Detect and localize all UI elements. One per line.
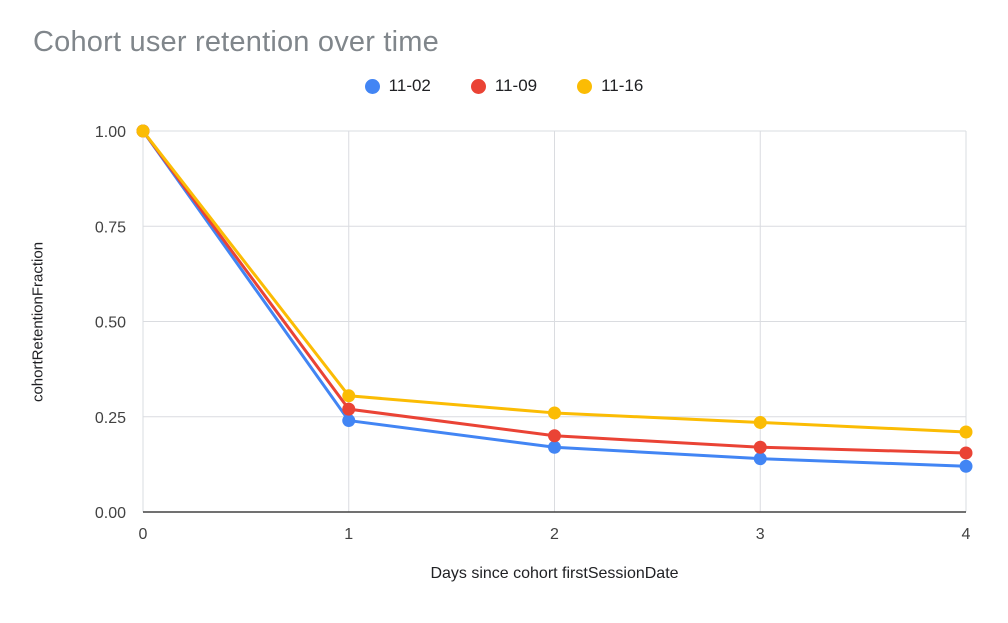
legend-swatch-icon [364,78,380,94]
data-point-11-16 [753,415,767,429]
data-point-11-16 [136,124,150,138]
y-axis-title: cohortRetentionFraction [29,241,47,403]
legend-label: 11-09 [494,76,538,95]
data-point-11-02 [959,459,973,473]
legend-swatch-icon [577,78,593,94]
chart-title: Cohort user retention over time [33,26,439,58]
x-axis-title: Days since cohort firstSessionDate [430,565,679,582]
y-tick-label: 0.25 [95,410,126,427]
x-tick-label: 3 [756,526,765,543]
x-tick-label: 1 [344,526,353,543]
data-point-11-09 [753,440,767,454]
y-tick-label: 0.00 [95,505,126,522]
data-point-11-09 [548,429,561,443]
x-tick-label: 0 [139,526,148,543]
legend-item-11-16[interactable]: 11-16 [577,76,643,96]
y-tick-label: 0.75 [95,219,126,236]
legend-item-11-09[interactable]: 11-09 [470,76,538,96]
legend-swatch-icon [470,78,486,94]
legend-label: 11-02 [388,76,431,95]
y-tick-label: 0.50 [95,315,126,332]
legend-label: 11-16 [601,76,644,95]
x-tick-label: 4 [962,526,971,543]
chart-legend: 11-02 11-09 11-16 [0,76,1008,96]
x-tick-label: 2 [550,526,559,543]
data-point-11-09 [342,402,356,416]
legend-item-11-02[interactable]: 11-02 [364,76,431,96]
data-point-11-16 [959,425,973,439]
data-point-11-02 [342,414,356,428]
data-point-11-16 [342,389,356,403]
data-point-11-16 [548,406,561,420]
data-point-11-02 [548,440,561,454]
y-tick-label: 1.00 [95,124,126,141]
data-point-11-02 [753,452,767,466]
data-point-11-09 [959,446,973,460]
